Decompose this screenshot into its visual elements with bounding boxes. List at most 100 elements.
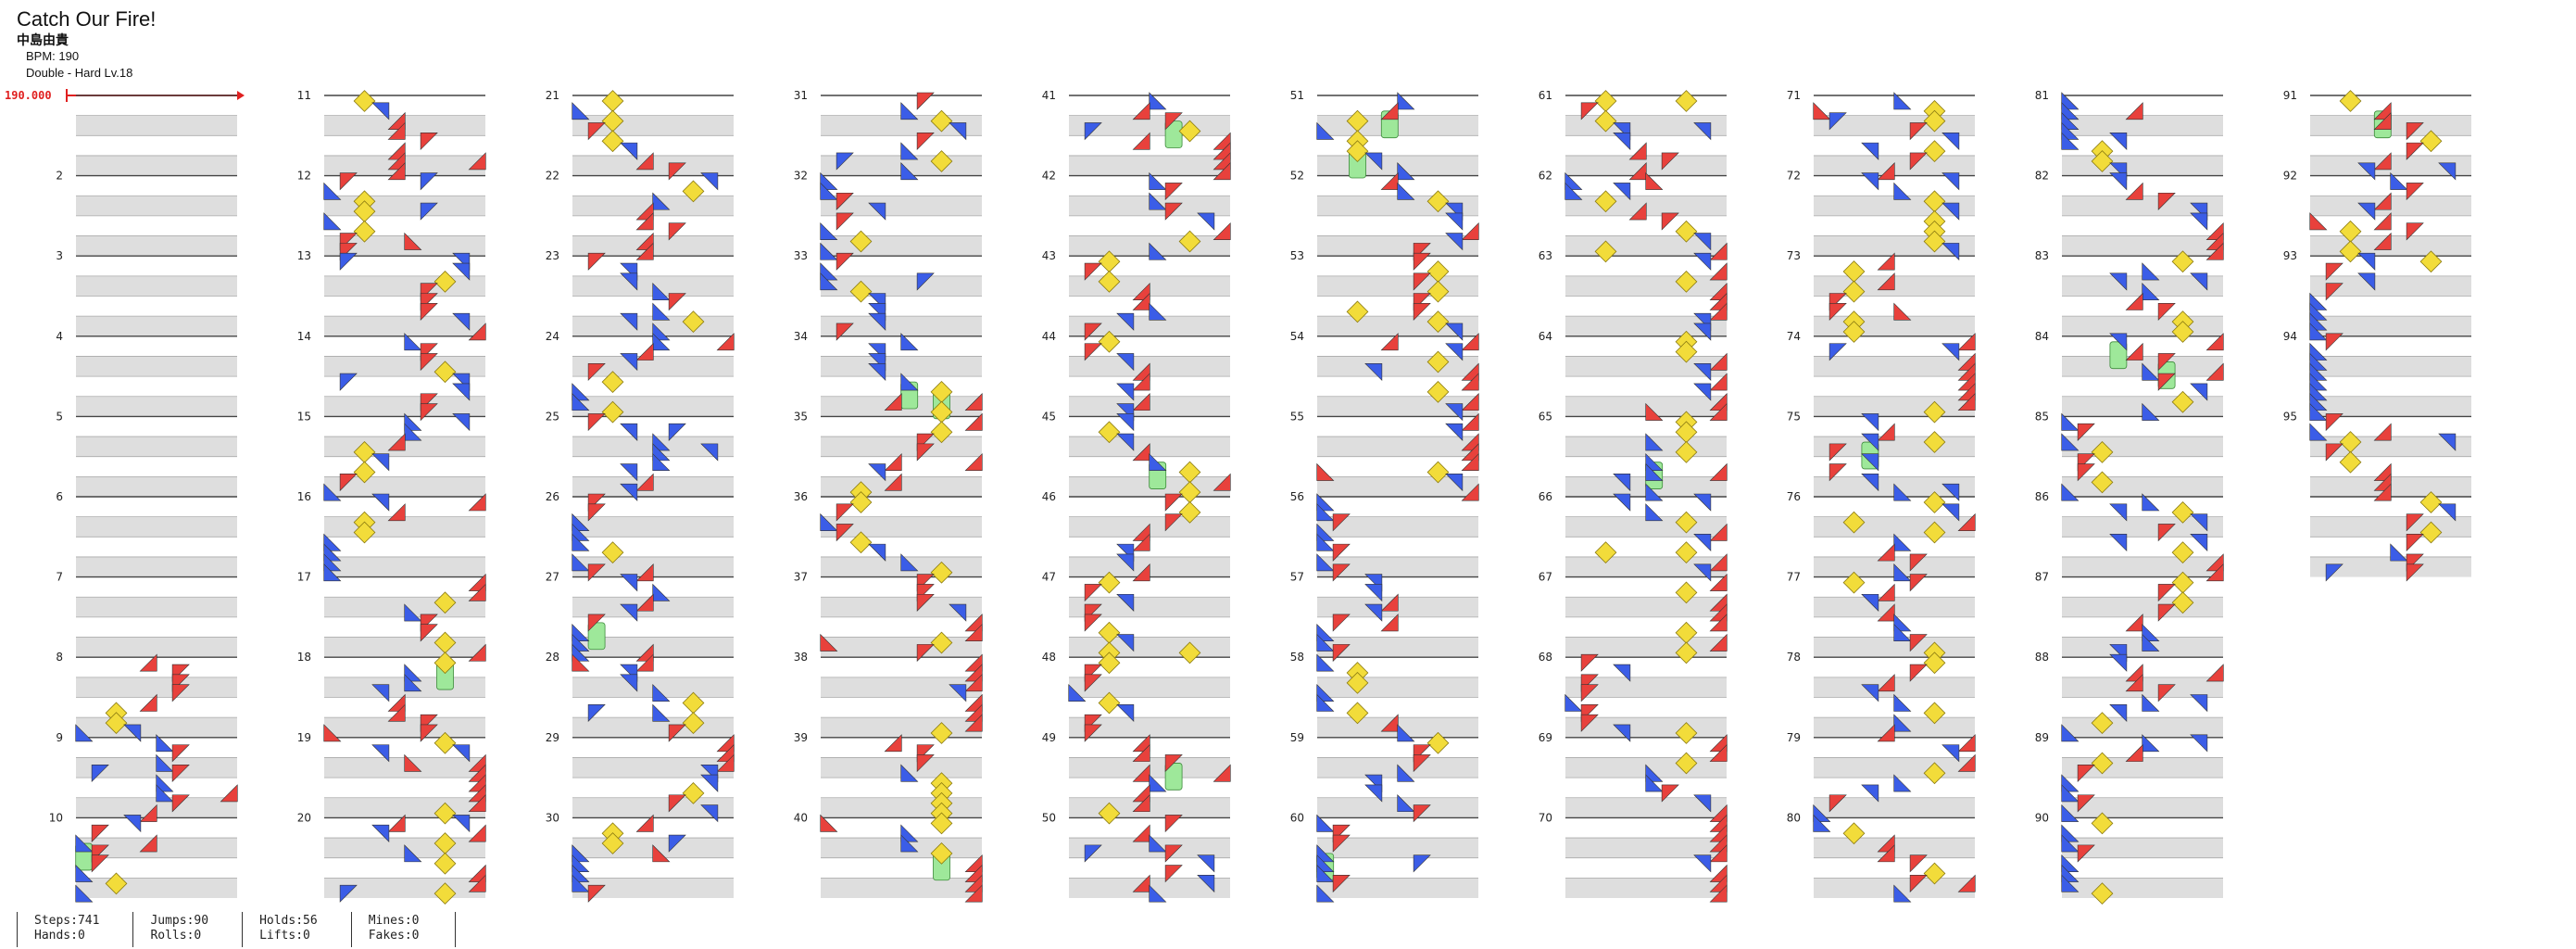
arrow-head: [371, 824, 390, 842]
arrow-head: [220, 784, 238, 803]
arrow-head: [1861, 433, 1879, 451]
arrow-head: [900, 102, 919, 120]
arrow-head: [635, 653, 654, 672]
up-right-arrow-note: [371, 453, 390, 472]
arrow-head: [2061, 102, 2080, 120]
arrow-head: [820, 171, 838, 190]
center-panel-shape: [930, 421, 953, 444]
arrow-head: [1709, 593, 1728, 612]
up-left-arrow-note: [668, 794, 686, 813]
down-right-arrow-note: [1461, 362, 1479, 381]
arrow-head: [700, 804, 719, 823]
center-panel-shape: [1923, 702, 1946, 725]
arrow-head: [1909, 122, 1928, 141]
down-left-arrow-note: [1149, 171, 1167, 190]
arrow-head: [2190, 694, 2208, 713]
arrow-head: [1909, 634, 1928, 652]
beat-stripe: [1565, 597, 1727, 617]
arrow-head: [1445, 343, 1464, 361]
center-panel-shape: [930, 631, 953, 654]
down-right-arrow-note: [387, 433, 406, 451]
down-right-arrow-note: [1132, 393, 1150, 411]
center-panel-note: [930, 421, 953, 444]
up-left-arrow-note: [2406, 563, 2424, 582]
down-left-arrow-note: [820, 512, 838, 531]
arrow-head: [900, 373, 919, 391]
center-panel-note: [434, 591, 457, 614]
center-panel-note: [930, 561, 953, 584]
up-left-arrow-note: [1164, 754, 1183, 773]
down-right-arrow-note: [2125, 664, 2143, 682]
center-panel-shape: [1923, 652, 1946, 675]
arrow-head: [1116, 704, 1135, 723]
up-right-arrow-note: [1693, 233, 1712, 251]
down-right-arrow-note: [884, 473, 902, 491]
measure-label: 17: [297, 571, 311, 584]
arrow-head: [1709, 743, 1728, 762]
up-left-arrow-note: [91, 854, 109, 873]
down-left-arrow-note: [900, 333, 919, 351]
down-left-arrow-note: [404, 423, 422, 441]
center-panel-note: [2091, 440, 2114, 463]
center-panel-note: [930, 812, 953, 835]
arrow-head: [2373, 152, 2392, 171]
center-panel-shape: [1675, 581, 1698, 604]
beat-stripe: [2062, 878, 2223, 898]
up-left-arrow-note: [1164, 183, 1183, 201]
arrow-head: [1613, 183, 1631, 201]
arrow-head: [420, 202, 438, 221]
measure-label: 16: [297, 490, 311, 503]
up-left-arrow-note: [420, 172, 438, 191]
down-left-arrow-note: [2142, 262, 2160, 281]
center-panel-shape: [434, 852, 457, 875]
arrow-head: [1709, 633, 1728, 652]
down-right-arrow-note: [139, 834, 157, 853]
beat-stripe: [1565, 797, 1727, 818]
arrow-head: [1149, 302, 1167, 321]
down-left-arrow-note: [1893, 563, 1912, 582]
beat-stripe: [821, 597, 982, 617]
center-panel-note: [930, 150, 953, 172]
arrow-head: [1164, 844, 1183, 863]
center-panel-note: [434, 731, 457, 754]
center-panel-note: [1178, 230, 1201, 253]
arrow-head: [1397, 764, 1415, 782]
arrow-head: [339, 172, 358, 191]
measure-label: 50: [1042, 811, 1056, 824]
arrow-head: [716, 743, 735, 762]
measure-label: 48: [1042, 651, 1056, 664]
arrow-head: [1332, 875, 1351, 893]
center-panel-note: [1923, 652, 1946, 675]
up-left-arrow-note: [2406, 222, 2424, 241]
center-panel-note: [849, 280, 873, 303]
arrow-head: [2309, 352, 2328, 371]
arrow-head: [587, 252, 606, 271]
center-panel-note: [1675, 752, 1698, 775]
arrow-head: [1828, 303, 1847, 322]
arrow-head: [572, 102, 590, 120]
arrow-head: [1132, 292, 1150, 310]
down-left-arrow-note: [572, 512, 590, 531]
down-right-arrow-note: [2373, 152, 2392, 171]
down-right-arrow-note: [964, 664, 983, 682]
arrow-head: [1164, 202, 1183, 221]
up-right-arrow-note: [1116, 383, 1135, 401]
down-left-arrow-note: [1813, 814, 1831, 832]
center-panel-shape: [1346, 671, 1369, 694]
center-panel-shape: [1346, 109, 1369, 133]
center-panel-shape: [1346, 702, 1369, 725]
arrow-head: [1564, 182, 1583, 200]
arrow-head: [171, 684, 190, 702]
arrow-head: [572, 633, 590, 652]
measure-label: 28: [546, 651, 559, 664]
arrow-head: [1397, 162, 1415, 181]
arrow-head: [1116, 413, 1135, 432]
up-left-arrow-note: [1084, 674, 1102, 692]
up-left-arrow-note: [91, 764, 109, 782]
up-right-arrow-note: [868, 312, 886, 331]
arrow-head: [323, 212, 342, 231]
arrow-head: [1693, 252, 1712, 271]
down-right-arrow-note: [2125, 342, 2143, 361]
center-panel-note: [2091, 712, 2114, 735]
up-left-arrow-note: [916, 593, 935, 612]
